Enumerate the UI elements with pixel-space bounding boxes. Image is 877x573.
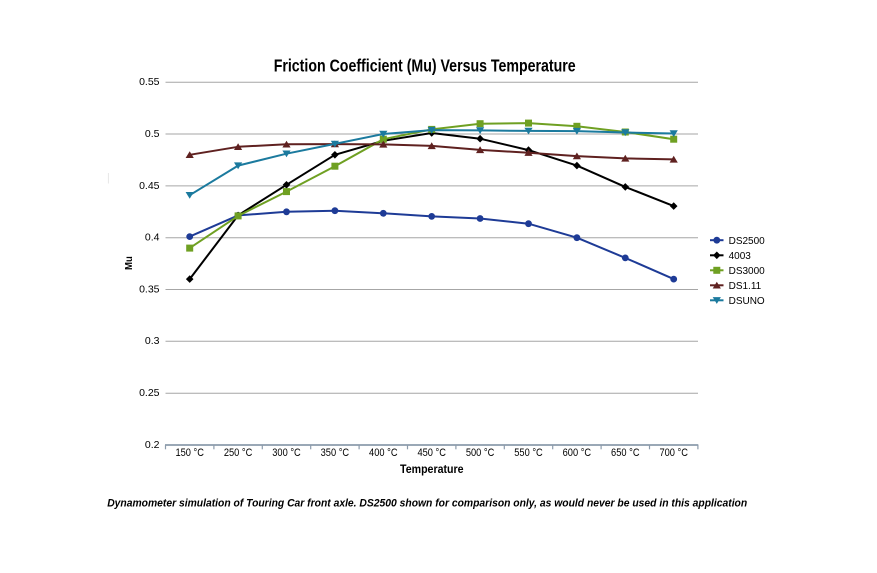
svg-text:Dynamometer simulation of Tour: Dynamometer simulation of Touring Car fr… bbox=[107, 497, 747, 509]
svg-text:150 °C: 150 °C bbox=[175, 447, 204, 459]
svg-text:DSUNO: DSUNO bbox=[729, 296, 765, 307]
svg-text:0.5: 0.5 bbox=[145, 128, 160, 140]
svg-text:250 °C: 250 °C bbox=[224, 447, 253, 459]
svg-text:550 °C: 550 °C bbox=[514, 447, 543, 459]
svg-text:0.55: 0.55 bbox=[139, 76, 160, 88]
svg-text:0.4: 0.4 bbox=[145, 232, 160, 244]
svg-text:4003: 4003 bbox=[729, 251, 752, 262]
svg-text:650 °C: 650 °C bbox=[611, 447, 640, 459]
svg-text:0.25: 0.25 bbox=[139, 387, 160, 399]
svg-text:700 °C: 700 °C bbox=[659, 447, 688, 459]
svg-text:0.2: 0.2 bbox=[145, 439, 160, 451]
svg-text:600 °C: 600 °C bbox=[563, 447, 592, 459]
svg-text:Mu: Mu bbox=[123, 256, 135, 270]
svg-text:DS2500: DS2500 bbox=[729, 236, 766, 247]
svg-text:450 °C: 450 °C bbox=[417, 447, 446, 459]
svg-text:Friction Coefficient (Mu) Vers: Friction Coefficient (Mu) Versus Tempera… bbox=[274, 56, 576, 76]
svg-text:Temperature: Temperature bbox=[400, 464, 464, 476]
svg-text:400 °C: 400 °C bbox=[369, 447, 398, 459]
svg-text:500 °C: 500 °C bbox=[466, 447, 495, 459]
svg-text:350 °C: 350 °C bbox=[321, 447, 350, 459]
svg-text:0.45: 0.45 bbox=[139, 180, 160, 192]
svg-text:300 °C: 300 °C bbox=[272, 447, 301, 459]
svg-text:0.3: 0.3 bbox=[145, 335, 160, 347]
svg-text:DS3000: DS3000 bbox=[729, 266, 766, 277]
svg-text:0.35: 0.35 bbox=[139, 283, 160, 295]
svg-text:DS1.11: DS1.11 bbox=[729, 281, 762, 292]
